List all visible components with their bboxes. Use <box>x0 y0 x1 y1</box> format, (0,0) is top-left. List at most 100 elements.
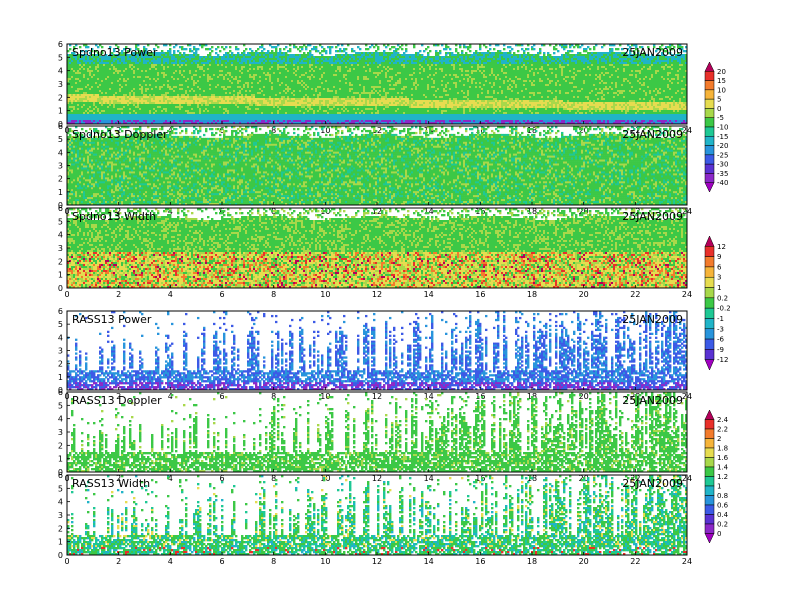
colorbar-label: 1.6 <box>717 454 729 462</box>
x-tick-label: 20 <box>579 557 589 566</box>
x-tick-label: 8 <box>271 474 276 483</box>
x-tick-label: 8 <box>271 290 276 299</box>
colorbar-segment <box>704 338 715 350</box>
colorbar-label: 6 <box>717 263 722 271</box>
heatmap-cells <box>67 44 687 124</box>
x-tick-label: 24 <box>682 557 692 566</box>
colorbar-segment <box>704 71 715 81</box>
y-tick-label: 0 <box>58 386 63 395</box>
colorbar-segment <box>704 173 715 183</box>
colorbar-label: -15 <box>717 133 728 141</box>
x-tick-label: 10 <box>320 290 330 299</box>
heatmap-cells <box>67 311 687 390</box>
x-tick-label: 22 <box>630 557 640 566</box>
colorbar-segment <box>704 428 715 439</box>
panel-title: Spdno13 Power <box>72 46 158 59</box>
x-tick-label: 8 <box>271 557 276 566</box>
y-tick-label: 4 <box>58 498 63 507</box>
colorbar-segment <box>704 349 715 360</box>
colorbar-segment <box>704 504 715 515</box>
y-tick-label: 2 <box>58 441 63 450</box>
x-tick-label: 2 <box>116 126 121 135</box>
colorbar-label: 20 <box>717 68 726 76</box>
colorbar-label: 10 <box>717 86 726 94</box>
colorbar-label: -6 <box>717 336 725 344</box>
y-tick-label: 3 <box>58 244 63 253</box>
y-tick-label: 6 <box>58 204 63 213</box>
colorbar-segment <box>704 466 715 477</box>
panel-date-label: 25JAN2009 <box>622 477 683 490</box>
x-tick-label: 10 <box>320 392 330 401</box>
x-tick-label: 20 <box>579 290 589 299</box>
y-tick-label: 5 <box>58 484 63 493</box>
colorbar-label: -0.2 <box>717 305 731 313</box>
colorbar-label: 0.2 <box>717 521 728 529</box>
colorbar-segment <box>704 108 715 118</box>
colorbar-label: -40 <box>717 179 728 187</box>
x-tick-label: 14 <box>424 392 434 401</box>
x-tick-label: 16 <box>475 290 485 299</box>
heatmap-cells <box>67 126 687 205</box>
y-tick-label: 5 <box>58 320 63 329</box>
colorbar-label: -25 <box>717 151 728 159</box>
colorbar-label: -3 <box>717 325 724 333</box>
x-tick-label: 2 <box>116 207 121 216</box>
panel-date-label: 25JAN2009 <box>622 210 683 223</box>
colorbar-arrow-bottom <box>704 533 715 544</box>
x-tick-label: 18 <box>527 557 537 566</box>
colorbar-segment <box>704 117 715 128</box>
y-tick-label: 2 <box>58 257 63 266</box>
y-tick-label: 3 <box>58 428 63 437</box>
x-tick-label: 14 <box>424 207 434 216</box>
y-tick-label: 3 <box>58 80 63 89</box>
x-tick-label: 14 <box>424 290 434 299</box>
x-tick-label: 8 <box>271 126 276 135</box>
y-tick-label: 6 <box>58 388 63 397</box>
y-tick-label: 3 <box>58 511 63 520</box>
x-tick-label: 16 <box>475 126 485 135</box>
colorbar-label: 0.6 <box>717 502 729 510</box>
colorbar-segment <box>704 145 715 156</box>
y-tick-label: 6 <box>58 471 63 480</box>
colorbar-label: 0 <box>717 105 721 113</box>
panel-date-label: 25JAN2009 <box>622 46 683 59</box>
colorbar-segment <box>704 457 715 468</box>
colorbar-segment <box>704 495 715 506</box>
colorbar-label: 0.2 <box>717 294 728 302</box>
colorbar-label: 1.8 <box>717 445 728 453</box>
panel-title: Spdno13 Doppler <box>72 128 168 141</box>
colorbar-label: -12 <box>717 356 728 364</box>
colorbar-label: 0.8 <box>717 492 728 500</box>
x-tick-label: 16 <box>475 474 485 483</box>
colorbar-segment <box>704 287 715 299</box>
x-tick-label: 2 <box>116 290 121 299</box>
x-tick-label: 18 <box>527 126 537 135</box>
x-tick-label: 24 <box>682 290 692 299</box>
colorbar-label: 12 <box>717 243 726 251</box>
colorbar-arrow-top <box>704 235 715 247</box>
y-tick-label: 2 <box>58 360 63 369</box>
x-tick-label: 12 <box>372 207 382 216</box>
x-tick-label: 14 <box>424 474 434 483</box>
colorbar-label: -30 <box>717 161 728 169</box>
y-tick-label: 1 <box>58 538 63 547</box>
panel-title: RASS13 Width <box>72 477 150 490</box>
colorbar-segment <box>704 514 715 525</box>
x-tick-label: 2 <box>116 557 121 566</box>
x-tick-label: 12 <box>372 474 382 483</box>
colorbar-segment <box>704 297 715 309</box>
y-tick-label: 6 <box>58 307 63 316</box>
colorbar-label: -5 <box>717 114 724 122</box>
heatmap-cells <box>67 392 687 472</box>
y-tick-label: 4 <box>58 67 63 76</box>
colorbar-label: 2.4 <box>717 416 729 424</box>
colorbar-segment <box>704 136 715 146</box>
y-tick-label: 6 <box>58 40 63 49</box>
panel-title: RASS13 Doppler <box>72 394 162 407</box>
panel-title: RASS13 Power <box>72 313 152 326</box>
